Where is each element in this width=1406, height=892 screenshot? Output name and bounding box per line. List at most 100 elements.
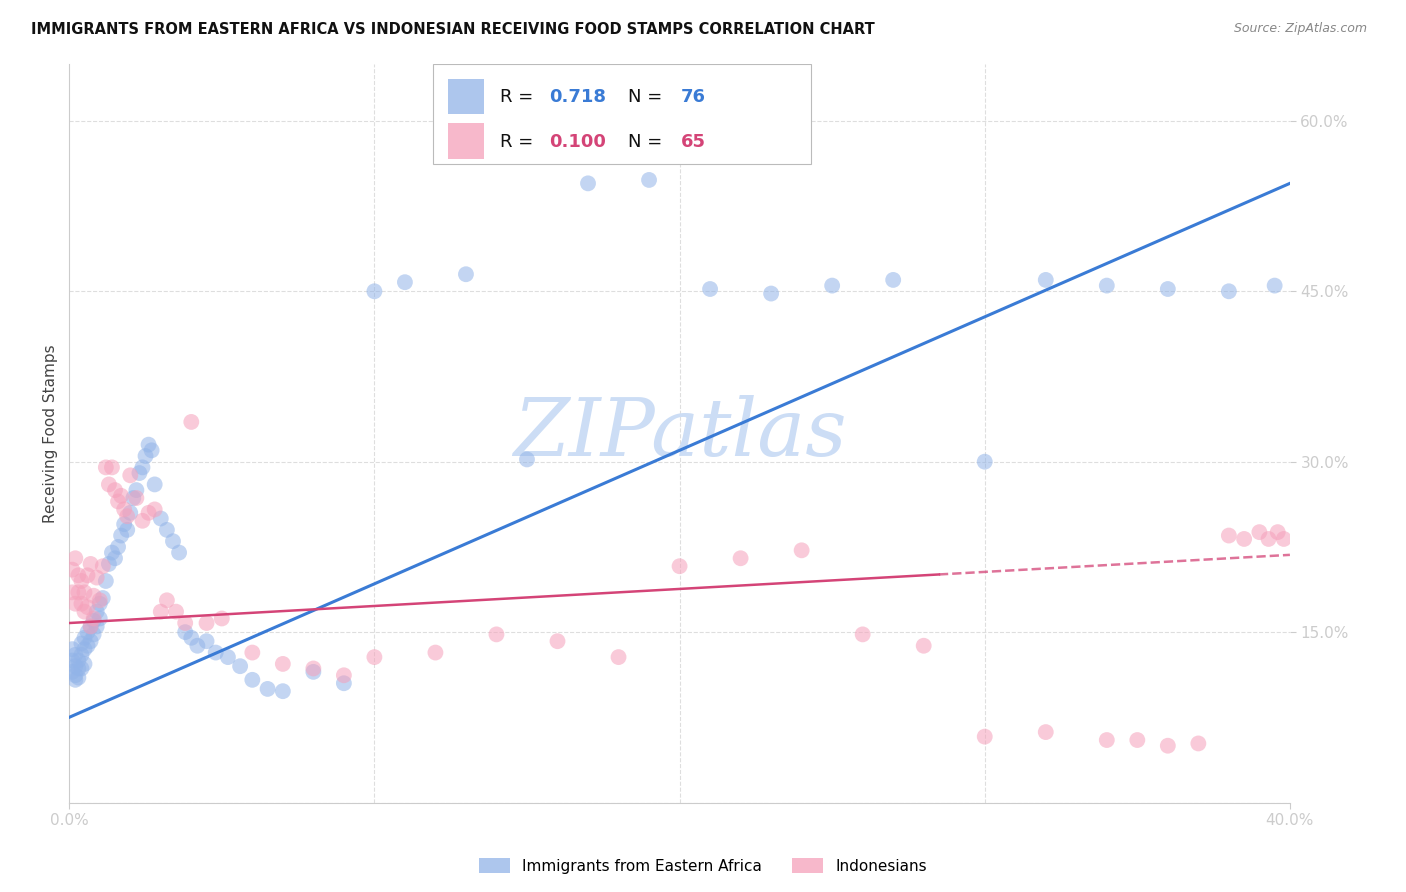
Point <box>60 563 83 577</box>
Point <box>333 676 356 690</box>
Point <box>138 437 160 451</box>
Point <box>135 449 157 463</box>
Point <box>125 491 148 505</box>
Text: 0.718: 0.718 <box>548 88 606 106</box>
Point <box>638 173 661 187</box>
Text: R =: R = <box>501 133 533 151</box>
Point <box>128 466 150 480</box>
Point <box>699 282 721 296</box>
Point <box>60 585 83 599</box>
Point <box>83 614 105 628</box>
Point <box>454 267 477 281</box>
Point <box>167 545 190 559</box>
Point <box>76 639 98 653</box>
FancyBboxPatch shape <box>433 64 811 164</box>
Point <box>120 506 142 520</box>
Point <box>76 625 98 640</box>
Point <box>180 631 202 645</box>
Bar <box>447 78 484 114</box>
Text: N =: N = <box>628 133 662 151</box>
Point <box>240 646 263 660</box>
Point <box>86 605 108 619</box>
Point <box>73 585 96 599</box>
Text: 0.100: 0.100 <box>548 133 606 151</box>
Point <box>165 605 187 619</box>
Point <box>1157 739 1180 753</box>
Point <box>271 684 294 698</box>
Point <box>1264 278 1286 293</box>
Legend: Immigrants from Eastern Africa, Indonesians: Immigrants from Eastern Africa, Indonesi… <box>472 852 934 880</box>
Point <box>425 646 447 660</box>
Point <box>394 275 416 289</box>
Point <box>91 559 114 574</box>
Point <box>174 625 197 640</box>
Point <box>156 593 179 607</box>
Point <box>70 574 93 588</box>
Point <box>156 523 179 537</box>
Point <box>211 611 233 625</box>
Point <box>73 605 96 619</box>
Point <box>271 657 294 671</box>
Point <box>882 273 904 287</box>
Point <box>1272 532 1295 546</box>
Point <box>94 574 117 588</box>
Point <box>101 460 124 475</box>
Point <box>65 659 87 673</box>
Point <box>89 611 111 625</box>
Point <box>94 460 117 475</box>
Point <box>131 460 153 475</box>
Point <box>1187 736 1209 750</box>
Point <box>180 415 202 429</box>
Point <box>174 615 197 630</box>
Point <box>115 523 138 537</box>
Point <box>1095 733 1118 747</box>
Point <box>973 455 995 469</box>
Text: ZIPatlas: ZIPatlas <box>513 394 846 472</box>
Point <box>1095 278 1118 293</box>
Point <box>790 543 813 558</box>
Point <box>821 278 844 293</box>
Point <box>217 650 239 665</box>
Point <box>1157 282 1180 296</box>
Point <box>70 597 93 611</box>
Point <box>256 681 278 696</box>
Point <box>60 642 83 657</box>
Point <box>149 605 172 619</box>
Point <box>70 648 93 662</box>
Point <box>89 593 111 607</box>
Point <box>138 506 160 520</box>
Point <box>110 489 132 503</box>
Point <box>67 585 90 599</box>
Text: R =: R = <box>501 88 533 106</box>
Point <box>65 597 87 611</box>
Point <box>97 557 120 571</box>
Point <box>240 673 263 687</box>
Point <box>516 452 538 467</box>
Point <box>122 491 145 505</box>
Point <box>86 619 108 633</box>
Point <box>60 653 83 667</box>
Point <box>333 668 356 682</box>
Point <box>65 668 87 682</box>
Point <box>83 627 105 641</box>
Point <box>1218 285 1240 299</box>
Point <box>73 657 96 671</box>
Text: 65: 65 <box>681 133 706 151</box>
Point <box>70 636 93 650</box>
Point <box>65 648 87 662</box>
Point <box>67 661 90 675</box>
Point <box>120 468 142 483</box>
Point <box>1249 525 1271 540</box>
Point <box>73 642 96 657</box>
Bar <box>447 123 484 159</box>
Point <box>302 661 325 675</box>
Point <box>65 673 87 687</box>
Point <box>115 509 138 524</box>
Point <box>1126 733 1149 747</box>
Point <box>79 557 101 571</box>
Point <box>607 650 630 665</box>
Point <box>70 661 93 675</box>
Point <box>110 528 132 542</box>
Point <box>1257 532 1279 546</box>
Point <box>730 551 752 566</box>
